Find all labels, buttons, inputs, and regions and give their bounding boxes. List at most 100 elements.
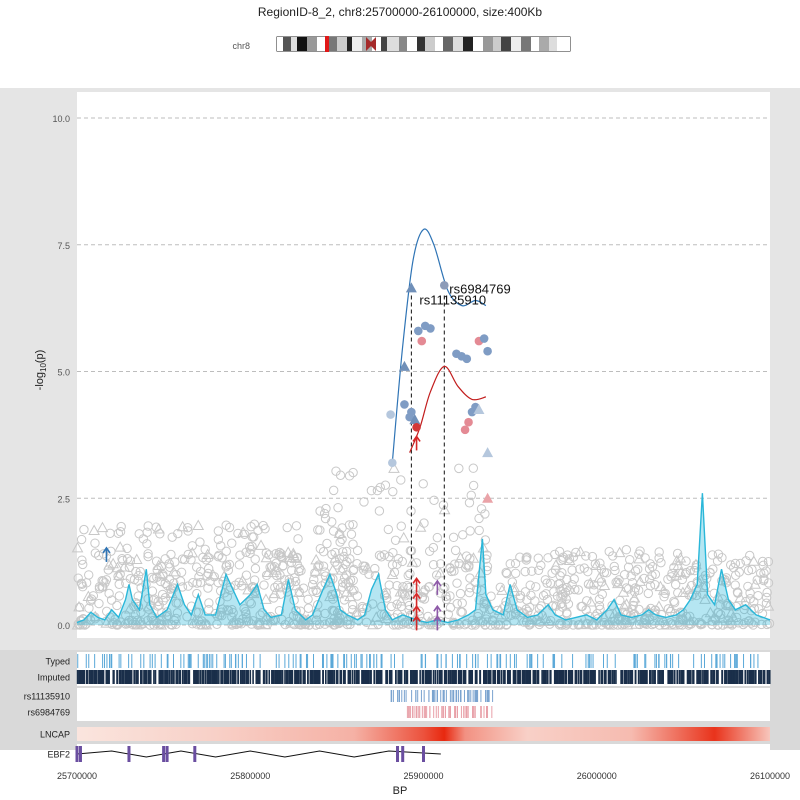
highlight-point [417, 336, 427, 346]
gene-exon [75, 746, 79, 762]
background-point [667, 619, 678, 629]
background-point [755, 568, 766, 578]
background-point [619, 570, 630, 580]
signal-area [77, 493, 770, 625]
background-point [762, 619, 772, 630]
background-point [342, 557, 352, 567]
background-point [495, 582, 505, 593]
background-triangle [620, 598, 633, 609]
background-triangle [762, 600, 775, 611]
arrow-head [412, 604, 421, 612]
background-point [122, 543, 132, 554]
background-point [696, 618, 706, 629]
ideogram-band [549, 37, 557, 51]
background-point [234, 560, 245, 570]
y-tick-labels: 0.0 2.5 5.0 7.5 10.0 [52, 114, 70, 631]
ideogram-band [425, 37, 435, 51]
background-point [563, 599, 574, 609]
background-point [311, 615, 322, 625]
background-point [589, 585, 599, 595]
background-point [763, 578, 774, 588]
background-point [227, 604, 237, 615]
background-point [555, 618, 565, 629]
background-point [293, 534, 303, 544]
background-point [160, 593, 171, 603]
ideogram-band [443, 37, 453, 51]
background-point [250, 554, 260, 564]
background-point [396, 475, 406, 485]
background-triangle [677, 586, 689, 597]
arrow-head [102, 546, 111, 554]
background-point [213, 551, 223, 562]
background-point [177, 554, 188, 564]
background-point [217, 553, 227, 563]
background-point [708, 564, 718, 574]
arrow-head [412, 435, 421, 442]
background-triangle [496, 584, 508, 595]
background-point [521, 553, 531, 563]
background-point [327, 517, 337, 527]
background-point [110, 614, 120, 625]
background-point [542, 578, 552, 588]
background-point [290, 572, 300, 583]
background-point [328, 485, 339, 496]
background-point [136, 607, 146, 618]
background-triangle [542, 615, 555, 626]
background-point [480, 620, 490, 630]
background-point [290, 576, 301, 587]
background-triangle [493, 604, 506, 615]
background-point [629, 587, 640, 597]
background-point [315, 506, 325, 516]
background-point [449, 618, 459, 628]
background-point [373, 619, 383, 630]
background-point [209, 571, 220, 582]
arrow-head [433, 614, 442, 622]
background-triangle [747, 555, 760, 566]
ideogram-band [317, 37, 327, 51]
background-point [493, 620, 503, 630]
background-point [663, 604, 674, 614]
gene-intron-line [76, 750, 441, 758]
background-point [715, 600, 725, 610]
background-point [480, 509, 490, 519]
background-point [233, 528, 243, 539]
background-point [520, 566, 530, 577]
background-point [315, 543, 326, 554]
background-point [352, 558, 362, 569]
gene-exon [422, 746, 425, 762]
background-point [465, 553, 475, 564]
arrows [102, 435, 442, 631]
background-triangle [708, 611, 721, 622]
background-point [361, 617, 372, 628]
background-point [246, 598, 256, 609]
background-point [666, 572, 676, 582]
background-point [85, 615, 96, 625]
ideogram-band [463, 37, 473, 51]
background-triangle [103, 559, 115, 570]
background-point [358, 561, 368, 571]
annotation-rs11135910: rs11135910 [419, 292, 486, 307]
x-tick-label: 26000000 [577, 771, 617, 781]
background-point [641, 619, 652, 630]
background-triangle [192, 519, 205, 531]
background-point [562, 550, 573, 560]
background-point [318, 561, 329, 571]
background-point [222, 592, 233, 602]
background-triangle [228, 614, 241, 626]
background-triangle [712, 590, 724, 601]
background-triangle [379, 587, 392, 599]
background-triangle [96, 521, 109, 533]
background-point [404, 619, 414, 629]
background-point [757, 556, 768, 567]
track-label: rs11135910 [24, 692, 70, 702]
background-point [197, 616, 207, 626]
background-point [187, 541, 198, 551]
background-triangle [176, 520, 189, 532]
highlight-point [412, 422, 421, 432]
background-point [203, 563, 214, 574]
background-point [325, 617, 336, 627]
background-triangle [329, 552, 342, 563]
background-point [584, 611, 594, 621]
background-point [217, 610, 227, 621]
